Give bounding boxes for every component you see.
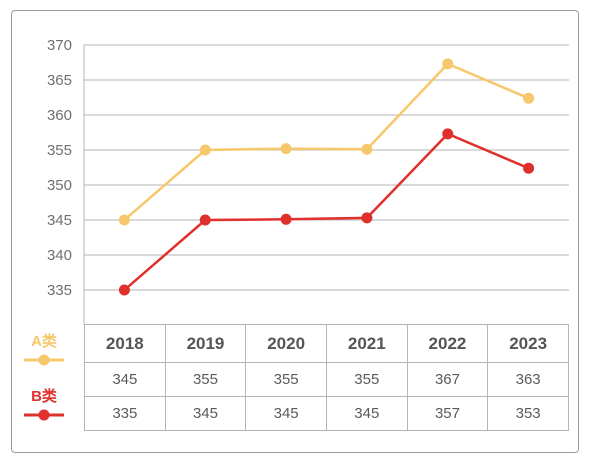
data-point-1-3 (361, 212, 373, 224)
y-tick-label: 355 (47, 142, 72, 159)
data-point-1-4 (442, 128, 454, 140)
value-cell: 345 (245, 396, 327, 431)
y-tick-label: 340 (47, 247, 72, 264)
legend-b-label: B类 (31, 388, 57, 405)
table-header-row: 2018 2019 2020 2021 2022 2023 (84, 324, 569, 363)
value-cell: 357 (406, 396, 489, 431)
year-cell: 2021 (325, 324, 408, 363)
value-cell: 345 (84, 362, 166, 397)
series-line-1 (123, 132, 530, 291)
gridlines (83, 44, 569, 325)
data-point-1-5 (523, 162, 535, 174)
value-cell: 355 (245, 362, 327, 397)
year-cell: 2022 (406, 324, 489, 363)
series-points (118, 58, 535, 296)
legend-a-marker-icon (24, 354, 64, 366)
data-point-1-2 (280, 213, 292, 225)
value-cell: 355 (164, 362, 247, 397)
data-point-0-4 (442, 58, 454, 70)
year-cell: 2018 (84, 324, 166, 363)
legend-b-marker-icon (24, 409, 64, 421)
value-cell: 345 (325, 396, 408, 431)
y-tick-label: 350 (47, 177, 72, 194)
data-point-0-2 (280, 143, 292, 155)
series-line-0 (123, 62, 530, 221)
value-cell: 367 (406, 362, 489, 397)
y-axis-ticks: 370 365 360 355 350 345 340 335 (47, 37, 72, 299)
data-point-0-0 (118, 214, 130, 226)
data-point-0-1 (199, 144, 211, 156)
year-cell: 2020 (245, 324, 327, 363)
table-row-a: 345 355 355 355 367 363 (84, 362, 569, 397)
value-cell: 363 (487, 362, 569, 397)
value-cell: 353 (487, 396, 569, 431)
y-tick-label: 365 (47, 72, 72, 89)
value-cell: 355 (325, 362, 408, 397)
value-cell: 335 (84, 396, 166, 431)
data-table: 2018 2019 2020 2021 2022 2023 345 355 35… (84, 324, 569, 431)
data-point-1-0 (118, 284, 130, 296)
value-cell: 345 (164, 396, 247, 431)
year-cell: 2019 (164, 324, 247, 363)
legend-a-label: A类 (31, 333, 57, 350)
legend-b: B类 (20, 385, 68, 422)
series-lines (123, 62, 530, 291)
data-point-0-3 (361, 143, 373, 155)
year-cell: 2023 (487, 324, 569, 363)
table-row-b: 335 345 345 345 357 353 (84, 396, 569, 431)
legend-a: A类 (20, 330, 68, 367)
y-tick-label: 360 (47, 107, 72, 124)
y-tick-label: 370 (47, 37, 72, 54)
y-tick-label: 335 (47, 282, 72, 299)
data-point-0-5 (523, 92, 535, 104)
y-tick-label: 345 (47, 212, 72, 229)
data-point-1-1 (199, 214, 211, 226)
